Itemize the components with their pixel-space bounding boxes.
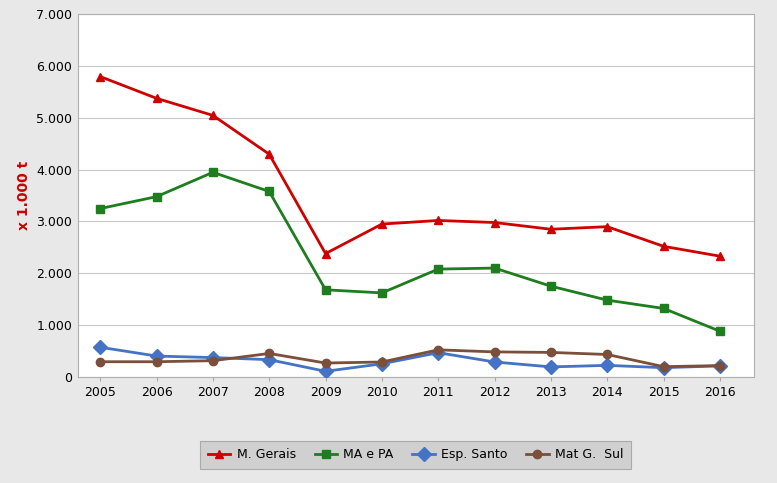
Mat G.  Sul — [659, 364, 668, 369]
Y-axis label: x 1.000 t: x 1.000 t — [16, 161, 30, 230]
M. Gerais — [96, 74, 105, 80]
M. Gerais — [659, 243, 668, 249]
Esp. Santo — [208, 355, 218, 360]
Esp. Santo — [152, 353, 162, 359]
MA e PA — [716, 328, 725, 334]
Esp. Santo — [96, 344, 105, 350]
MA e PA — [378, 290, 387, 296]
Line: Mat G.  Sul: Mat G. Sul — [96, 346, 724, 371]
Mat G.  Sul — [208, 358, 218, 364]
Mat G.  Sul — [96, 359, 105, 365]
MA e PA — [152, 194, 162, 199]
Esp. Santo — [546, 364, 556, 370]
MA e PA — [603, 297, 612, 303]
Esp. Santo — [603, 362, 612, 368]
M. Gerais — [434, 217, 443, 223]
Line: MA e PA: MA e PA — [96, 168, 724, 335]
MA e PA — [490, 265, 500, 271]
MA e PA — [208, 170, 218, 175]
M. Gerais — [603, 224, 612, 229]
Mat G.  Sul — [546, 350, 556, 355]
MA e PA — [434, 266, 443, 272]
M. Gerais — [546, 227, 556, 232]
Esp. Santo — [265, 357, 274, 363]
Line: Esp. Santo: Esp. Santo — [96, 342, 725, 376]
Mat G.  Sul — [321, 360, 330, 366]
Esp. Santo — [378, 361, 387, 367]
Esp. Santo — [490, 359, 500, 365]
MA e PA — [265, 188, 274, 194]
Mat G.  Sul — [152, 359, 162, 365]
Esp. Santo — [321, 369, 330, 374]
Esp. Santo — [434, 350, 443, 355]
Mat G.  Sul — [265, 351, 274, 356]
MA e PA — [546, 283, 556, 289]
M. Gerais — [321, 251, 330, 256]
M. Gerais — [378, 221, 387, 227]
Mat G.  Sul — [603, 352, 612, 357]
Mat G.  Sul — [378, 359, 387, 365]
MA e PA — [96, 206, 105, 212]
M. Gerais — [490, 220, 500, 226]
M. Gerais — [208, 113, 218, 118]
Legend: M. Gerais, MA e PA, Esp. Santo, Mat G.  Sul: M. Gerais, MA e PA, Esp. Santo, Mat G. S… — [200, 441, 631, 469]
Esp. Santo — [716, 363, 725, 369]
Mat G.  Sul — [490, 349, 500, 355]
MA e PA — [321, 287, 330, 293]
Mat G.  Sul — [434, 347, 443, 353]
M. Gerais — [152, 96, 162, 101]
MA e PA — [659, 306, 668, 312]
Esp. Santo — [659, 365, 668, 370]
Line: M. Gerais: M. Gerais — [96, 72, 724, 260]
M. Gerais — [716, 253, 725, 259]
Mat G.  Sul — [716, 363, 725, 369]
M. Gerais — [265, 151, 274, 157]
